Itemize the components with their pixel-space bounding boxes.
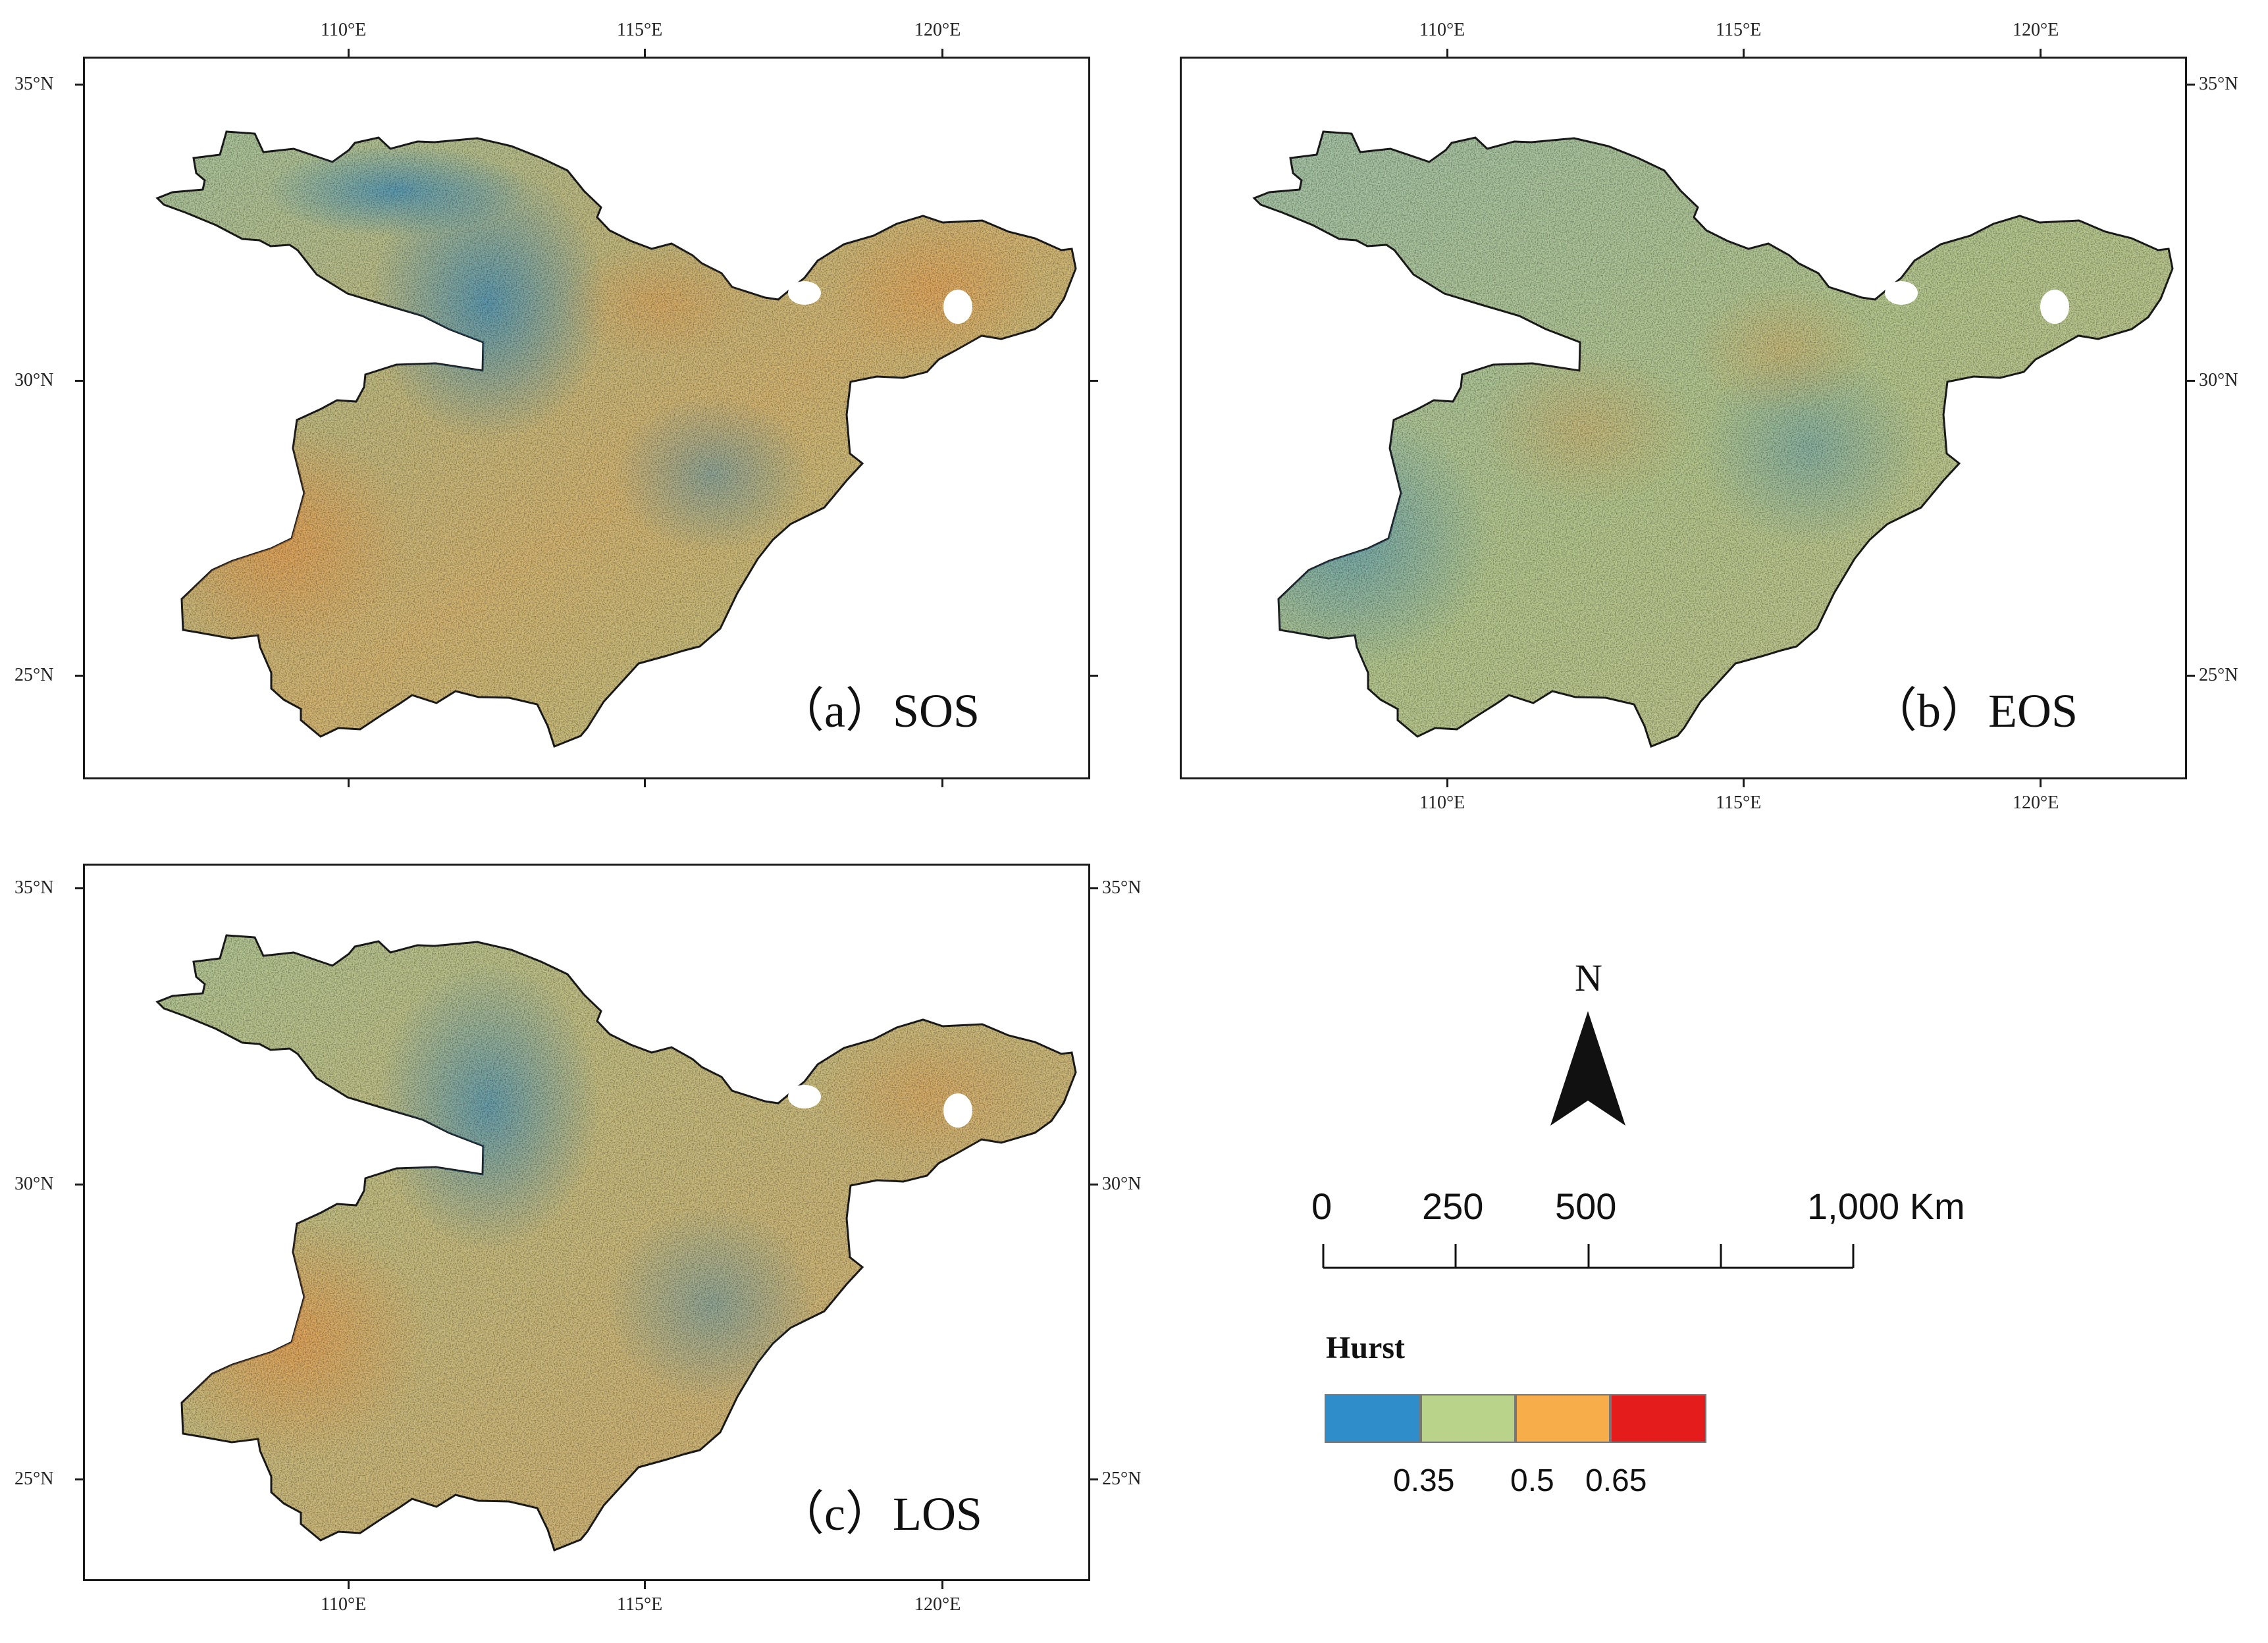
lon-label-c-120: 120°E [914, 1594, 961, 1615]
lat-label-c-25-right: 25°N [1102, 1469, 1142, 1489]
legend-swatch-4 [1610, 1394, 1706, 1443]
north-label: N [1575, 956, 1602, 999]
tick [75, 675, 83, 677]
lat-label-a-35: 35°N [14, 74, 54, 94]
tick [75, 1478, 83, 1480]
lat-label-c-30: 30°N [14, 1174, 54, 1194]
north-arrow-icon [1550, 1011, 1625, 1126]
panel-label-a: （a）SOS [777, 685, 980, 737]
tick [1090, 1478, 1098, 1480]
lon-label-a-115: 115°E [617, 20, 663, 40]
lat-label-c-35: 35°N [14, 877, 54, 898]
tick [1446, 779, 1448, 787]
tick [2187, 675, 2195, 677]
tick [1743, 49, 1745, 57]
lat-label-a-25: 25°N [14, 665, 54, 685]
lat-label-b-35: 35°N [2199, 74, 2238, 94]
legend-label-05: 0.5 [1510, 1463, 1554, 1498]
tick [644, 1581, 646, 1589]
scale-bar [1322, 1244, 1855, 1269]
legend-label-065: 0.65 [1585, 1463, 1647, 1498]
lon-label-b-110-bottom: 110°E [1419, 793, 1465, 813]
tick [75, 1184, 83, 1186]
legend-swatch-1 [1325, 1394, 1421, 1443]
tick [1090, 675, 1098, 677]
tick [348, 779, 350, 787]
tick [2187, 84, 2195, 86]
tick [2040, 49, 2042, 57]
tick [1090, 380, 1098, 382]
region-map-los [156, 934, 1077, 1552]
legend-label-035: 0.35 [1393, 1463, 1455, 1498]
tick [348, 49, 350, 57]
lat-label-b-25: 25°N [2199, 665, 2238, 685]
tick [1743, 779, 1745, 787]
tick [941, 49, 943, 57]
scale-label-500: 500 [1555, 1186, 1617, 1227]
tick [75, 380, 83, 382]
lon-label-b-120-bottom: 120°E [2013, 793, 2059, 813]
lat-label-c-25: 25°N [14, 1469, 54, 1489]
lat-label-c-35-right: 35°N [1102, 877, 1142, 898]
tick [1090, 1184, 1098, 1186]
lat-label-b-30: 30°N [2199, 370, 2238, 390]
region-map-eos [1253, 130, 2174, 748]
region-map-sos [156, 130, 1077, 748]
lon-label-b-115: 115°E [1716, 20, 1762, 40]
tick [75, 887, 83, 889]
lon-label-b-120: 120°E [2013, 20, 2059, 40]
lon-label-c-110: 110°E [321, 1594, 367, 1615]
panel-label-b: （b）EOS [1870, 685, 2078, 737]
tick [1090, 887, 1098, 889]
legend-swatch-3 [1516, 1394, 1610, 1443]
scale-label-250: 250 [1422, 1186, 1484, 1227]
lon-label-a-110: 110°E [321, 20, 367, 40]
tick [941, 779, 943, 787]
tick [75, 84, 83, 86]
tick [2187, 380, 2195, 382]
panel-label-c: （c）LOS [777, 1488, 982, 1540]
lon-label-b-115-bottom: 115°E [1716, 793, 1762, 813]
lon-label-c-115: 115°E [617, 1594, 663, 1615]
lat-label-c-30-right: 30°N [1102, 1174, 1142, 1194]
scale-label-0: 0 [1311, 1186, 1332, 1227]
scale-label-1000: 1,000 Km [1807, 1186, 1965, 1227]
tick [644, 779, 646, 787]
tick [644, 49, 646, 57]
lon-label-b-110: 110°E [1419, 20, 1465, 40]
legend-title: Hurst [1326, 1330, 1405, 1365]
lon-label-a-120: 120°E [914, 20, 961, 40]
tick [348, 1581, 350, 1589]
tick [1446, 49, 1448, 57]
tick [941, 1581, 943, 1589]
lat-label-a-30: 30°N [14, 370, 54, 390]
legend-swatch-2 [1421, 1394, 1516, 1443]
tick [2040, 779, 2042, 787]
